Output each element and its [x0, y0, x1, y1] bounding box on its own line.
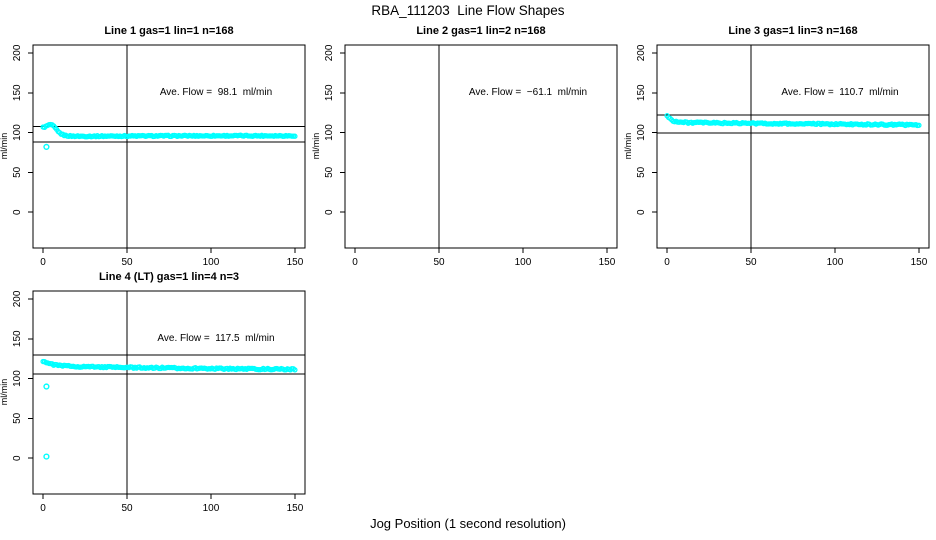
plot-canvas-line3: 0 50 100 150 200 0 50 100 150: [636, 44, 930, 268]
subplot-line3: 0 50 100 150 200 0 50 100 150 Line 3 gas=1 lin=3…: [623, 20, 936, 272]
y-axis-label-line2: ml/min: [311, 132, 321, 160]
x-tick-label: 150: [911, 257, 928, 268]
subplot-line2: 0 50 100 150 200 0 50 100 150 Line 2 gas=1 lin=2…: [311, 20, 624, 272]
ave-flow-annotation-line2: Ave. Flow = −61.1 ml/min: [468, 87, 588, 98]
y-tick-label: 200: [12, 290, 23, 307]
x-tick-label: 0: [352, 257, 358, 268]
x-tick-label: 0: [664, 257, 670, 268]
x-tick-label: 50: [121, 503, 133, 514]
outlier-point: [43, 383, 50, 390]
x-tick-label: 150: [287, 257, 304, 268]
plot-canvas-line1: 0 50 100 150 200 0 50 100 150: [12, 44, 306, 268]
y-tick-label: 150: [324, 84, 335, 101]
y-tick-label: 50: [12, 166, 23, 178]
y-tick-label: 150: [636, 84, 647, 101]
x-tick-label: 100: [203, 503, 220, 514]
x-tick-label: 0: [40, 257, 46, 268]
y-tick-label: 150: [12, 330, 23, 347]
plot-box: [32, 290, 306, 495]
y-tick-label: 100: [12, 124, 23, 141]
plot-box: [656, 44, 930, 249]
plot-canvas-line2: 0 50 100 150 200 0 50 100 150: [324, 44, 618, 268]
ave-flow-annotation-line1: Ave. Flow = 98.1 ml/min: [159, 87, 273, 98]
y-tick-label: 100: [12, 370, 23, 387]
subplot-line4: 0 50 100 150 200 0 50 100 150 Line 4 (LT) gas=1 …: [0, 266, 312, 518]
y-tick-label: 100: [324, 124, 335, 141]
y-tick-label: 0: [324, 209, 335, 215]
y-tick-label: 50: [12, 412, 23, 424]
subplot-title-line1: Line 1 gas=1 lin=1 n=168: [104, 25, 234, 37]
y-tick-label: 0: [636, 209, 647, 215]
ave-flow-annotation-line4: Ave. Flow = 117.5 ml/min: [157, 333, 275, 344]
y-axis-label-line3: ml/min: [623, 132, 633, 160]
outlier-point: [43, 453, 50, 460]
y-axis-label-line1: ml/min: [0, 132, 9, 160]
plot-canvas-line4: 0 50 100 150 200 0 50 100 150: [12, 290, 306, 514]
x-tick-label: 100: [515, 257, 532, 268]
ave-flow-annotation-line3: Ave. Flow = 110.7 ml/min: [781, 87, 899, 98]
x-tick-label: 50: [745, 257, 757, 268]
subplot-title-line4: Line 4 (LT) gas=1 lin=4 n=3: [98, 271, 240, 283]
data-point: [916, 122, 922, 128]
data-point: [292, 133, 298, 139]
y-tick-label: 0: [12, 209, 23, 215]
y-tick-label: 200: [324, 44, 335, 61]
subplot-line1: 0 50 100 150 200 0 50 100 150 Line 1 gas=1 lin=1…: [0, 20, 312, 272]
plot-box: [344, 44, 618, 249]
x-axis-label: Jog Position (1 second resolution): [370, 516, 566, 531]
subplot-title-line2: Line 2 gas=1 lin=2 n=168: [416, 25, 546, 37]
page-title: RBA_111203 Line Flow Shapes: [371, 3, 565, 18]
y-tick-label: 50: [636, 166, 647, 178]
outlier-point: [43, 143, 50, 150]
y-tick-label: 200: [636, 44, 647, 61]
y-tick-label: 100: [636, 124, 647, 141]
x-tick-label: 150: [599, 257, 616, 268]
plot-box: [32, 44, 306, 249]
x-tick-label: 100: [827, 257, 844, 268]
y-tick-label: 0: [12, 455, 23, 461]
y-tick-label: 150: [12, 84, 23, 101]
x-tick-label: 0: [40, 503, 46, 514]
x-tick-label: 150: [287, 503, 304, 514]
y-axis-label-line4: ml/min: [0, 378, 9, 406]
x-tick-label: 50: [121, 257, 133, 268]
y-tick-label: 50: [324, 166, 335, 178]
subplot-title-line3: Line 3 gas=1 lin=3 n=168: [728, 25, 858, 37]
x-tick-label: 100: [203, 257, 220, 268]
data-point: [292, 367, 298, 373]
y-tick-label: 200: [12, 44, 23, 61]
x-tick-label: 50: [433, 257, 445, 268]
